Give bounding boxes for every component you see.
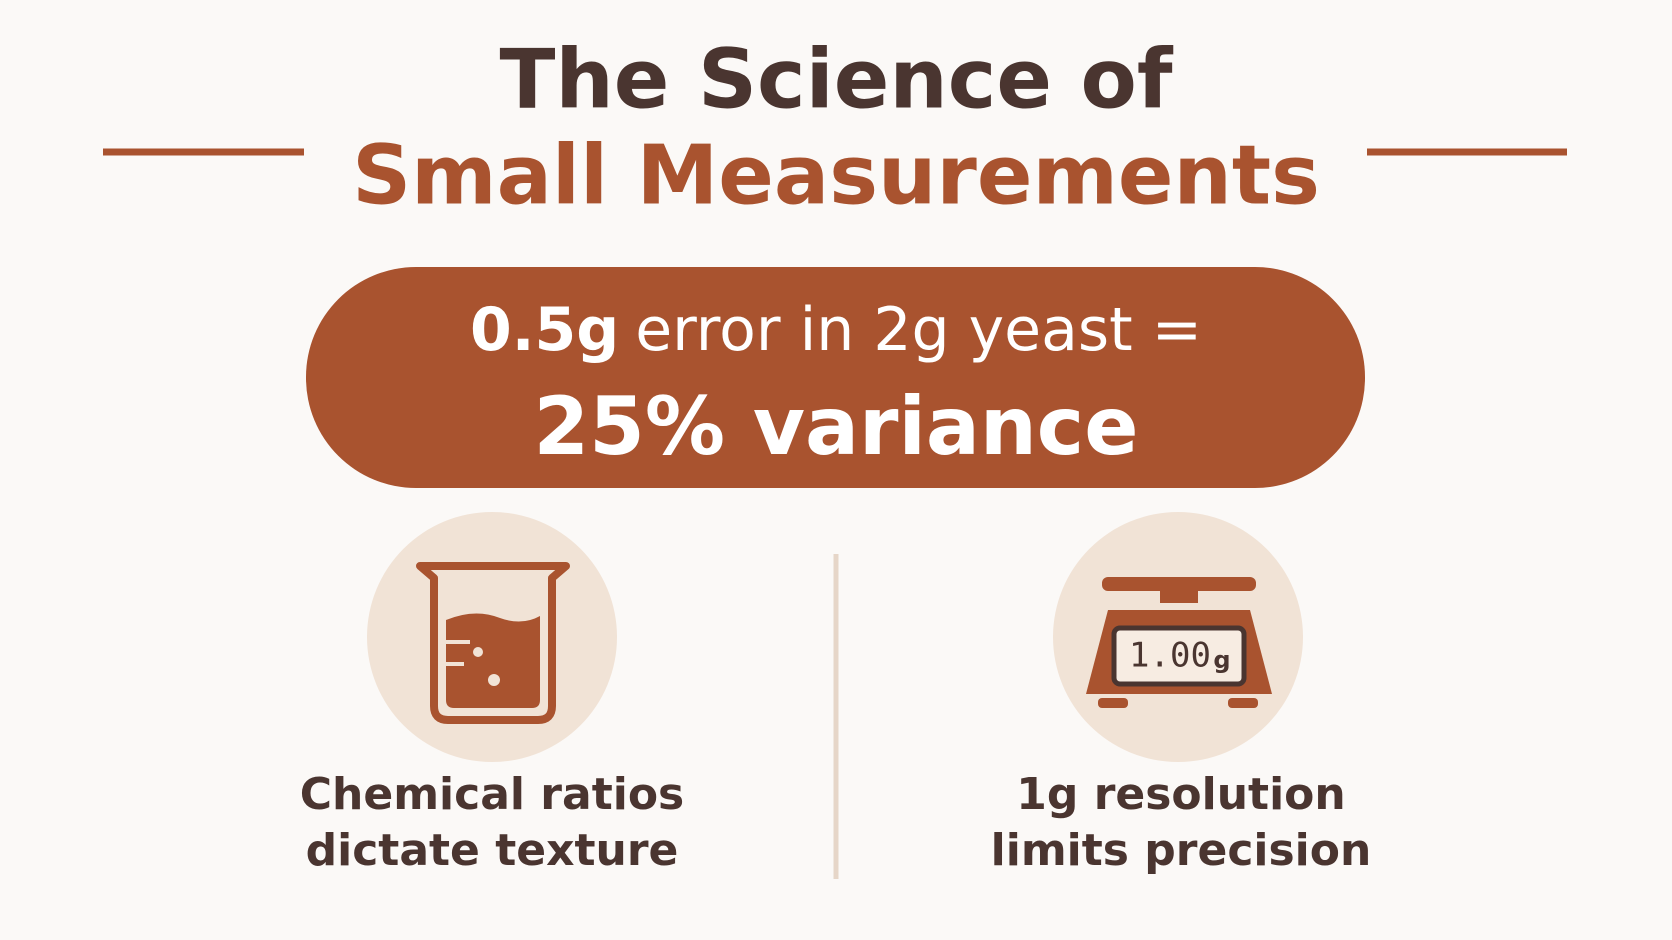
scale-display-unit: g xyxy=(1213,646,1230,674)
highlight-line1: 0.5g error in 2g yeast = xyxy=(470,295,1202,365)
highlight-amount: 0.5g xyxy=(470,295,619,365)
caption: limits precision xyxy=(991,825,1372,876)
highlight-result: 25% variance xyxy=(534,380,1139,473)
caption: 1g resolution xyxy=(1016,769,1345,820)
highlight-pill xyxy=(306,267,1365,488)
caption: dictate texture xyxy=(306,825,679,876)
caption: Chemical ratios xyxy=(300,769,684,820)
scale-display-value: 1.00 xyxy=(1129,636,1211,676)
highlight-context: error in 2g yeast = xyxy=(635,295,1202,365)
beaker-icon xyxy=(416,562,570,724)
title-line1: The Science of xyxy=(499,32,1173,127)
title-line2: Small Measurements xyxy=(352,128,1320,223)
scale-icon xyxy=(1086,577,1272,708)
